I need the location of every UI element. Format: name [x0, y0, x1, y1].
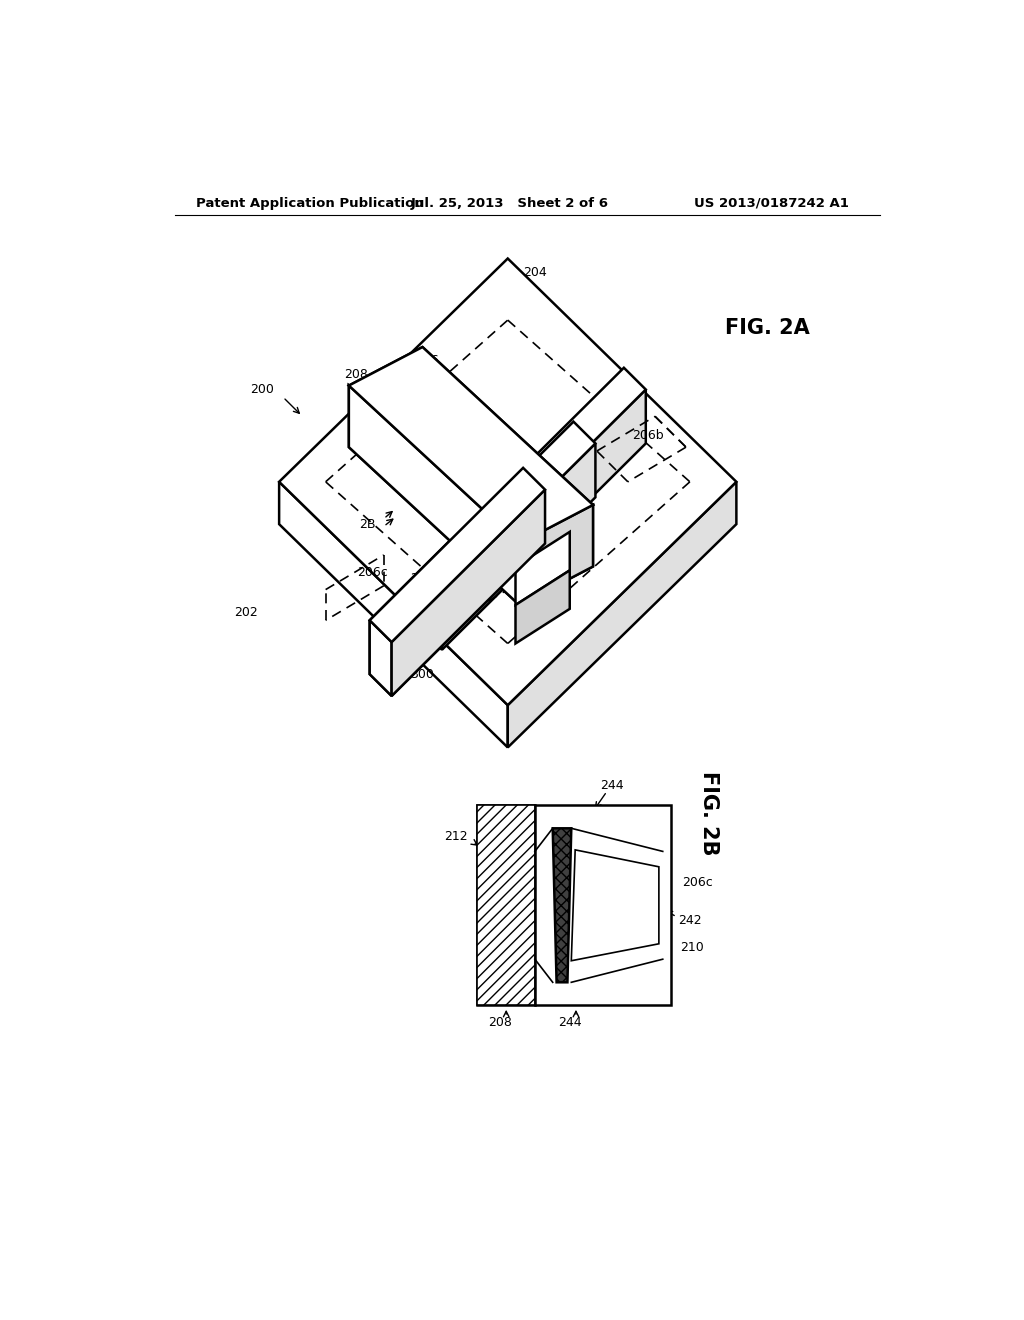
- Polygon shape: [470, 368, 646, 543]
- Polygon shape: [370, 620, 391, 696]
- Text: 300: 300: [411, 668, 434, 681]
- Text: 200: 200: [250, 383, 273, 396]
- Text: 206c: 206c: [356, 566, 387, 579]
- Text: 240: 240: [568, 899, 592, 912]
- Text: 208: 208: [488, 1016, 512, 1028]
- Polygon shape: [515, 570, 569, 644]
- Polygon shape: [519, 506, 593, 605]
- Text: 206a: 206a: [523, 587, 555, 601]
- Text: FIG. 2B: FIG. 2B: [699, 771, 719, 855]
- Polygon shape: [519, 506, 593, 605]
- Text: 204: 204: [523, 265, 547, 279]
- Polygon shape: [349, 347, 593, 544]
- Text: 202: 202: [234, 606, 258, 619]
- Polygon shape: [370, 620, 391, 696]
- Text: Patent Application Publication: Patent Application Publication: [197, 197, 424, 210]
- Text: 212: 212: [443, 829, 467, 842]
- Polygon shape: [370, 467, 545, 642]
- Text: 2B: 2B: [410, 572, 426, 585]
- Text: A: A: [608, 899, 616, 912]
- Polygon shape: [508, 482, 736, 747]
- Polygon shape: [571, 850, 658, 961]
- Polygon shape: [280, 259, 736, 705]
- Polygon shape: [370, 467, 545, 642]
- Polygon shape: [280, 482, 508, 747]
- Polygon shape: [477, 805, 535, 1006]
- Text: 244: 244: [558, 1016, 582, 1028]
- Polygon shape: [493, 389, 646, 595]
- Text: 208: 208: [344, 367, 369, 380]
- Polygon shape: [515, 532, 569, 605]
- Polygon shape: [553, 829, 571, 982]
- Polygon shape: [391, 490, 545, 696]
- Text: 242: 242: [678, 915, 701, 927]
- Polygon shape: [477, 805, 671, 1006]
- Text: 244: 244: [600, 779, 625, 792]
- Text: US 2013/0187242 A1: US 2013/0187242 A1: [693, 197, 849, 210]
- Text: FIG. 2A: FIG. 2A: [725, 318, 810, 338]
- Polygon shape: [349, 385, 519, 605]
- Text: 2B: 2B: [359, 517, 376, 531]
- Polygon shape: [349, 347, 593, 544]
- Text: 210: 210: [680, 941, 703, 954]
- Text: 206c: 206c: [682, 875, 713, 888]
- Text: Jul. 25, 2013   Sheet 2 of 6: Jul. 25, 2013 Sheet 2 of 6: [411, 197, 609, 210]
- Polygon shape: [470, 520, 493, 595]
- Polygon shape: [420, 574, 442, 649]
- Text: 206b: 206b: [632, 429, 664, 442]
- Polygon shape: [349, 385, 519, 605]
- Polygon shape: [420, 421, 595, 595]
- Text: 206: 206: [415, 354, 438, 367]
- Polygon shape: [391, 490, 545, 696]
- Polygon shape: [442, 444, 595, 649]
